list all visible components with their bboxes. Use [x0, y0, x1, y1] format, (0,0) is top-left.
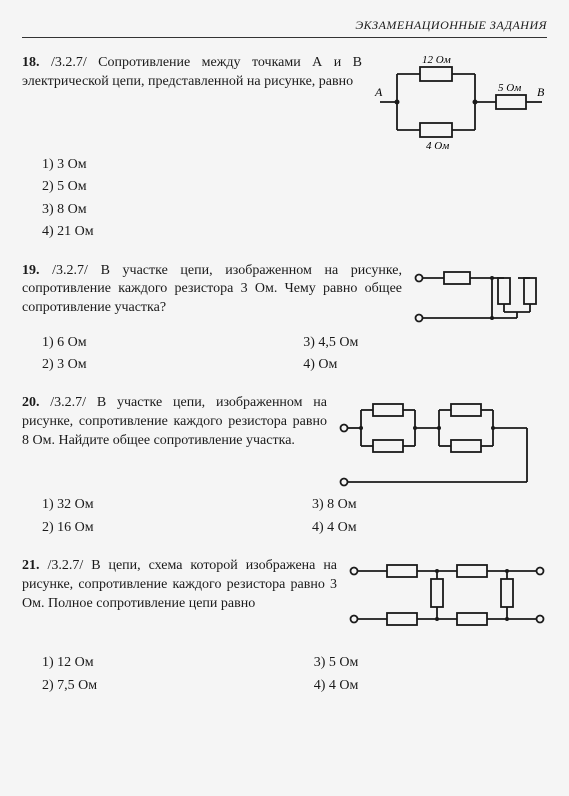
circuit-diagram-20: [337, 394, 547, 494]
answer-option: 4) 4 Ом: [314, 675, 547, 697]
problem-code: /3.2.7/: [50, 395, 86, 410]
answer-option: 1) 6 Ом: [42, 332, 275, 354]
answer-option: 3) 8 Ом: [312, 494, 547, 516]
problem-number: 19.: [22, 263, 40, 278]
node-b-label: В: [537, 85, 545, 99]
answers-list: 1) 32 Ом 3) 8 Ом 2) 16 Ом 4) 4 Ом: [42, 494, 547, 539]
problem-code: /3.2.7/: [52, 263, 88, 278]
answer-option: 1) 3 Ом: [42, 154, 547, 176]
answer-option: 1) 12 Ом: [42, 652, 286, 674]
problem-20: 20. /3.2.7/ В участке цепи, изображенном…: [22, 394, 547, 539]
answer-option: 3) 8 Ом: [42, 199, 547, 221]
problem-number: 20.: [22, 395, 40, 410]
answers-list: 1) 12 Ом 3) 5 Ом 2) 7,5 Ом 4) 4 Ом: [42, 652, 547, 697]
answer-option: 2) 3 Ом: [42, 354, 275, 376]
circuit-diagram-21: [347, 557, 547, 652]
r1-label: 12 Ом: [422, 54, 451, 66]
answer-option: 2) 16 Ом: [42, 517, 284, 539]
problem-19: 19. /3.2.7/ В участке цепи, изображенном…: [22, 262, 547, 377]
problem-text: 19. /3.2.7/ В участке цепи, изображенном…: [22, 262, 402, 319]
answer-option: 3) 5 Ом: [314, 652, 547, 674]
problem-code: /3.2.7/: [47, 558, 83, 573]
answers-list: 1) 3 Ом 2) 5 Ом 3) 8 Ом 4) 21 Ом: [42, 154, 547, 244]
answers-list: 1) 6 Ом 3) 4,5 Ом 2) 3 Ом 4) Ом: [42, 332, 547, 377]
problem-text: 20. /3.2.7/ В участке цепи, изображенном…: [22, 394, 327, 451]
r2-label: 4 Ом: [426, 140, 449, 152]
r3-label: 5 Ом: [498, 82, 521, 94]
circuit-diagram-18: А В 12 Ом 4 Ом 5 Ом: [372, 54, 547, 154]
answer-option: 4) Ом: [303, 354, 547, 376]
answer-option: 4) 4 Ом: [312, 517, 547, 539]
answer-option: 3) 4,5 Ом: [303, 332, 547, 354]
answer-option: 2) 5 Ом: [42, 176, 547, 198]
problem-text: 18. /3.2.7/ Сопротивление между точками …: [22, 54, 362, 92]
problem-18: 18. /3.2.7/ Сопротивление между точками …: [22, 54, 547, 244]
problem-number: 18.: [22, 55, 40, 70]
problem-number: 21.: [22, 558, 40, 573]
problem-code: /3.2.7/: [51, 55, 87, 70]
circuit-diagram-19: [412, 262, 547, 332]
problem-21: 21. /3.2.7/ В цепи, схема которой изобра…: [22, 557, 547, 697]
answer-option: 1) 32 Ом: [42, 494, 284, 516]
problem-text: 21. /3.2.7/ В цепи, схема которой изобра…: [22, 557, 337, 614]
page-header: ЭКЗАМЕНАЦИОННЫЕ ЗАДАНИЯ: [22, 18, 547, 38]
node-a-label: А: [374, 85, 383, 99]
answer-option: 2) 7,5 Ом: [42, 675, 286, 697]
answer-option: 4) 21 Ом: [42, 221, 547, 243]
